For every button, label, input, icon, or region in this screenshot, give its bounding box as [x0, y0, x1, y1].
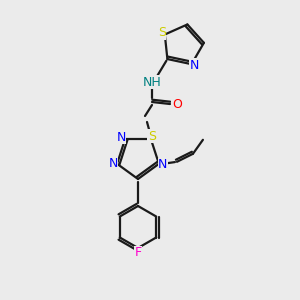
- Text: O: O: [172, 98, 182, 110]
- Text: N: N: [190, 59, 199, 72]
- Text: S: S: [158, 26, 166, 39]
- Text: N: N: [116, 131, 126, 144]
- Text: NH: NH: [142, 76, 161, 88]
- Text: N: N: [158, 158, 168, 171]
- Text: N: N: [108, 157, 118, 170]
- Text: F: F: [134, 247, 142, 260]
- Text: S: S: [148, 130, 156, 142]
